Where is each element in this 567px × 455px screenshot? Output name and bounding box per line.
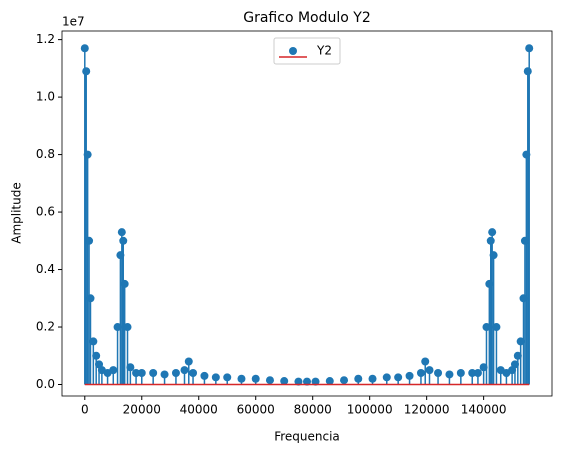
stem-marker xyxy=(120,279,129,288)
legend-marker xyxy=(289,47,297,55)
stem-marker xyxy=(113,323,122,332)
stem-marker xyxy=(523,67,532,76)
stem-marker xyxy=(137,369,146,378)
stem-marker xyxy=(86,294,95,303)
stem-marker xyxy=(456,369,465,378)
stem-marker xyxy=(123,323,132,332)
stem-marker xyxy=(184,357,193,366)
legend-label: Y2 xyxy=(316,44,332,58)
y-tick-label: 0.6 xyxy=(36,205,55,219)
stem-marker xyxy=(294,377,303,386)
y-axis-label: Amplitude xyxy=(10,182,24,244)
x-axis-label: Frequencia xyxy=(274,430,340,444)
legend: Y2 xyxy=(273,37,341,65)
stem-marker xyxy=(340,376,349,385)
stem-marker xyxy=(405,371,414,380)
stem-marker xyxy=(486,236,495,245)
stem-marker xyxy=(519,294,528,303)
y-tick-label: 0.0 xyxy=(36,377,55,391)
stem-marker xyxy=(421,357,430,366)
stem-marker xyxy=(251,374,260,383)
stem-marker xyxy=(368,374,377,383)
stem-marker xyxy=(485,279,494,288)
y-tick-label: 1.0 xyxy=(36,90,55,104)
stem-marker xyxy=(416,369,425,378)
stem-marker xyxy=(85,236,94,245)
stem-marker xyxy=(280,377,289,386)
y-offset: 1e7 xyxy=(62,15,85,29)
stem-marker xyxy=(516,337,525,346)
y-tick-label: 0.2 xyxy=(36,320,55,334)
stem-marker xyxy=(211,373,220,382)
stem-marker xyxy=(445,370,454,379)
plot-frame xyxy=(61,30,553,397)
stem-marker xyxy=(354,374,363,383)
stem-marker xyxy=(492,323,501,332)
stem-marker xyxy=(525,44,534,53)
stem-marker xyxy=(116,251,125,260)
stem-marker xyxy=(522,150,531,159)
stem-marker xyxy=(126,363,135,372)
stem-marker xyxy=(109,366,118,375)
stem-marker xyxy=(513,351,522,360)
chart-title: Grafico Modulo Y2 xyxy=(243,10,370,26)
x-tick-label: 100000 xyxy=(347,403,393,417)
stem-marker xyxy=(479,363,488,372)
stem-marker xyxy=(117,228,126,237)
x-tick-label: 120000 xyxy=(404,403,450,417)
x-tick-label: 40000 xyxy=(180,403,218,417)
x-tick-label: 80000 xyxy=(294,403,332,417)
stem-marker xyxy=(149,369,158,378)
stem-marker xyxy=(482,323,491,332)
x-tick-label: 0 xyxy=(81,403,89,417)
stem-marker xyxy=(132,369,141,378)
stem-marker xyxy=(83,150,92,159)
stem-marker xyxy=(80,44,89,53)
stem-marker xyxy=(92,351,101,360)
stem-marker xyxy=(394,373,403,382)
stem-marker xyxy=(82,67,91,76)
y-tick-label: 0.4 xyxy=(36,262,55,276)
stem-marker xyxy=(488,228,497,237)
stem-marker xyxy=(223,373,232,382)
stem-marker xyxy=(325,377,334,386)
stem-marker xyxy=(303,377,311,386)
stem-marker xyxy=(189,369,198,378)
stem-marker xyxy=(468,369,477,378)
x-tick-label: 140000 xyxy=(461,403,507,417)
stem-marker xyxy=(180,366,189,375)
stem-marker xyxy=(520,236,529,245)
stem-marker xyxy=(171,369,180,378)
stem-marker xyxy=(237,374,246,383)
stem-marker xyxy=(434,369,443,378)
y-tick-label: 1.2 xyxy=(36,32,55,46)
stem-marker xyxy=(473,369,482,378)
stem-marker xyxy=(119,236,128,245)
stem-marker xyxy=(265,376,274,385)
y-tick-label: 0.8 xyxy=(36,147,55,161)
stem-marker xyxy=(200,371,209,380)
x-tick-label: 20000 xyxy=(123,403,161,417)
stem-marker xyxy=(311,377,320,386)
x-tick-label: 60000 xyxy=(237,403,275,417)
stem-marker xyxy=(89,337,98,346)
stem-marker xyxy=(489,251,498,260)
stem-marker xyxy=(382,373,391,382)
stem-marker xyxy=(160,370,169,379)
stem-marker xyxy=(425,366,434,375)
stem-marker xyxy=(510,360,519,369)
